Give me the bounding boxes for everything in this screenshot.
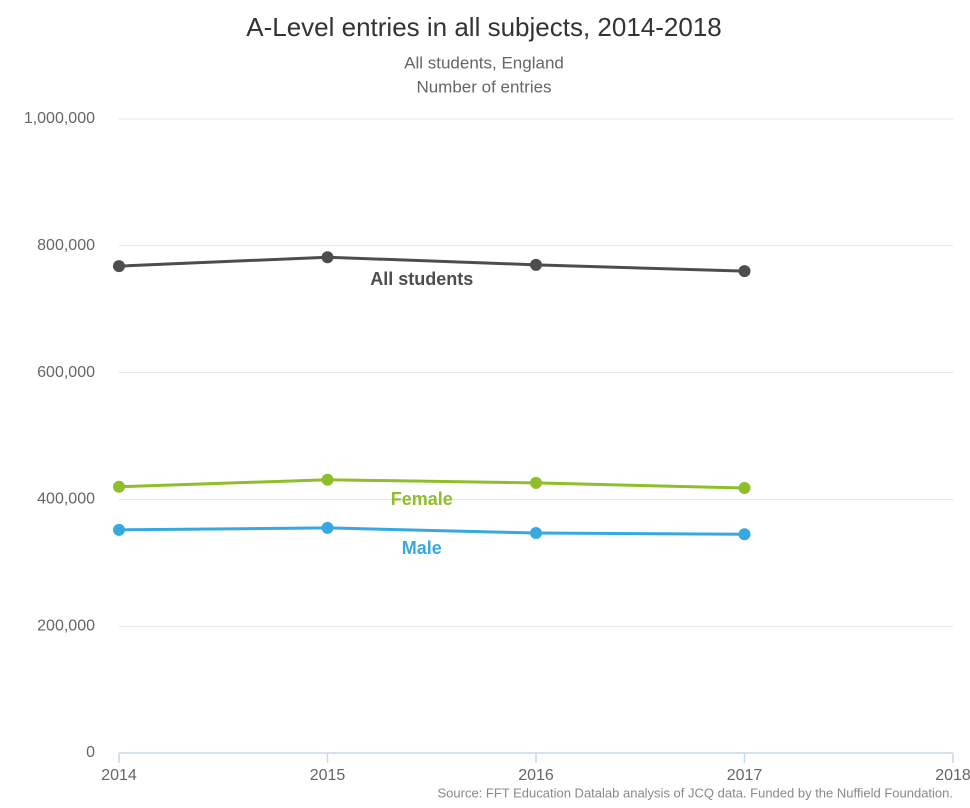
data-point — [113, 480, 125, 493]
y-tick-label: 600,000 — [37, 364, 95, 381]
data-point — [530, 476, 542, 489]
x-tick-label: 2017 — [727, 767, 763, 784]
series-label: Male — [402, 538, 442, 558]
x-tick-label: 2014 — [101, 767, 137, 784]
series-line — [118, 526, 745, 536]
series-line — [118, 255, 745, 273]
y-tick-label: 200,000 — [37, 617, 95, 634]
source-note: Source: FFT Education Datalab analysis o… — [438, 785, 953, 800]
data-point — [321, 251, 334, 264]
x-tick-label: 2016 — [518, 767, 554, 784]
data-point — [530, 527, 542, 540]
data-point — [530, 258, 542, 271]
y-tick-label: 0 — [86, 744, 95, 761]
data-point — [113, 260, 125, 273]
series-label: All students — [370, 269, 473, 289]
x-tick-label: 2018 — [935, 767, 970, 784]
data-point — [321, 521, 334, 534]
series-line — [118, 478, 745, 490]
y-tick-label: 1,000,000 — [24, 110, 95, 127]
chart-subtitle: All students, England — [404, 53, 564, 72]
y-tick-label: 800,000 — [37, 237, 95, 254]
chart-title: A-Level entries in all subjects, 2014-20… — [246, 12, 722, 42]
data-point — [321, 473, 334, 486]
chart-subtitle: Number of entries — [416, 77, 551, 96]
data-point — [738, 265, 751, 278]
data-point — [738, 528, 751, 541]
series-label: Female — [391, 489, 453, 509]
y-tick-label: 400,000 — [37, 491, 95, 508]
data-point — [738, 481, 751, 494]
data-point — [113, 523, 125, 536]
x-tick-label: 2015 — [310, 767, 346, 784]
